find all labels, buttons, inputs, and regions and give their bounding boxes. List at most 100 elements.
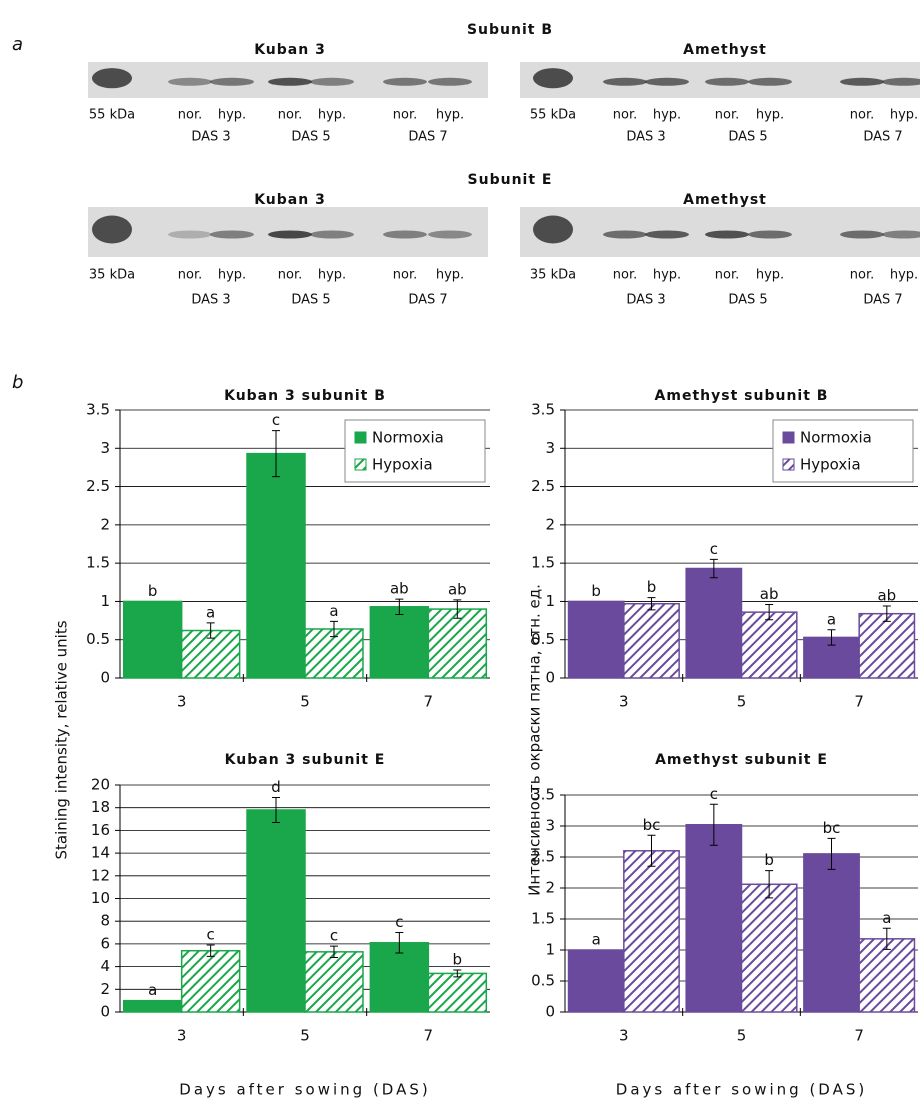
x-tick-label: 7 [854, 1027, 864, 1045]
blot-title: Subunit B [467, 22, 553, 38]
blot-marker-label: 35 kDa [530, 268, 576, 283]
y-tick-label: 2.5 [531, 848, 555, 866]
y-tick-label: 0 [545, 1003, 555, 1021]
significance-letter: a [827, 610, 836, 628]
x-axis-label: Days after sowing (DAS) [616, 1081, 867, 1099]
x-tick-label: 3 [619, 1027, 629, 1045]
group-label: DAS 7 [863, 130, 902, 145]
panel-label: a [12, 34, 23, 55]
bar [624, 604, 679, 678]
group-label: DAS 7 [408, 293, 447, 308]
y-tick-label: 12 [91, 866, 110, 884]
chart-title: Kuban 3 subunit E [225, 752, 386, 768]
y-tick-label: 3 [100, 439, 110, 457]
blot-marker-label: 55 kDa [530, 108, 576, 123]
lane-label: hyp. [890, 108, 918, 123]
y-tick-label: 14 [91, 844, 110, 862]
blot-band [310, 78, 354, 86]
group-label: DAS 3 [626, 130, 665, 145]
lane-label: nor. [715, 108, 739, 123]
significance-letter: a [148, 981, 157, 999]
lane-label: hyp. [653, 108, 681, 123]
x-tick-label: 3 [619, 693, 629, 711]
lane-label: nor. [393, 268, 417, 283]
y-tick-label: 20 [91, 776, 110, 794]
group-label: DAS 5 [291, 293, 330, 308]
lane-label: nor. [393, 108, 417, 123]
bar [247, 454, 305, 678]
lane-label: nor. [613, 268, 637, 283]
blot-marker-band [533, 216, 573, 244]
lane-label: nor. [178, 268, 202, 283]
y-tick-label: 0.5 [531, 972, 555, 990]
chart-title: Amethyst subunit B [655, 388, 829, 404]
bar [428, 973, 486, 1012]
x-tick-label: 3 [177, 693, 187, 711]
y-tick-label: 2 [545, 515, 555, 533]
bar [804, 854, 859, 1012]
x-tick-label: 7 [854, 693, 864, 711]
bar [305, 952, 363, 1012]
lane-label: nor. [850, 268, 874, 283]
blot-band [383, 78, 427, 86]
significance-letter: b [764, 851, 774, 869]
blot-band [840, 78, 884, 86]
bar [428, 609, 486, 678]
blot-band [705, 78, 749, 86]
bar [370, 607, 428, 678]
y-tick-label: 3.5 [531, 401, 555, 419]
x-tick-label: 7 [424, 693, 434, 711]
significance-letter: ab [448, 580, 467, 598]
group-label: DAS 7 [863, 293, 902, 308]
lane-label: nor. [178, 108, 202, 123]
bar [859, 614, 914, 678]
blot-band [310, 231, 354, 239]
blot-marker-band [92, 68, 132, 88]
significance-letter: c [272, 411, 280, 429]
bar [742, 612, 797, 678]
lane-label: hyp. [318, 108, 346, 123]
blot-band [603, 231, 647, 239]
legend-label: Hypoxia [372, 456, 433, 474]
lane-label: hyp. [756, 268, 784, 283]
blot-band [210, 78, 254, 86]
blot-name: Kuban 3 [254, 192, 326, 208]
y-tick-label: 1.5 [86, 554, 110, 572]
y-tick-label: 0 [545, 669, 555, 687]
blot-band [645, 78, 689, 86]
significance-letter: b [647, 578, 657, 596]
x-tick-label: 5 [737, 693, 747, 711]
lane-label: nor. [278, 268, 302, 283]
blot-band [168, 78, 212, 86]
bar [182, 951, 240, 1012]
y-tick-label: 1 [100, 592, 110, 610]
legend-swatch [355, 432, 366, 443]
bar [742, 884, 797, 1012]
x-tick-label: 3 [177, 1027, 187, 1045]
y-tick-label: 3 [545, 817, 555, 835]
group-label: DAS 7 [408, 130, 447, 145]
significance-letter: c [207, 926, 215, 944]
blot-title: Subunit E [468, 172, 553, 188]
blot-band [840, 231, 884, 239]
significance-letter: c [330, 927, 338, 945]
y-tick-label: 6 [100, 934, 110, 952]
x-axis-label: Days after sowing (DAS) [179, 1081, 430, 1099]
blot-band [603, 78, 647, 86]
lane-label: hyp. [890, 268, 918, 283]
blot-band [168, 231, 212, 239]
group-label: DAS 5 [728, 293, 767, 308]
y-tick-label: 10 [91, 889, 110, 907]
legend-label: Normoxia [800, 429, 872, 447]
lane-label: nor. [850, 108, 874, 123]
blot-band [268, 78, 312, 86]
y-axis-label: Staining intensity, relative units [53, 620, 71, 859]
y-tick-label: 3.5 [531, 786, 555, 804]
lane-label: nor. [613, 108, 637, 123]
y-tick-label: 8 [100, 912, 110, 930]
y-tick-label: 2.5 [531, 477, 555, 495]
y-tick-label: 1.5 [531, 910, 555, 928]
significance-letter: c [710, 540, 718, 558]
figure: a b Subunit B Kuban 3 55 kDa nor. hyp. nor. hy… [0, 0, 920, 1109]
x-tick-label: 5 [300, 693, 310, 711]
